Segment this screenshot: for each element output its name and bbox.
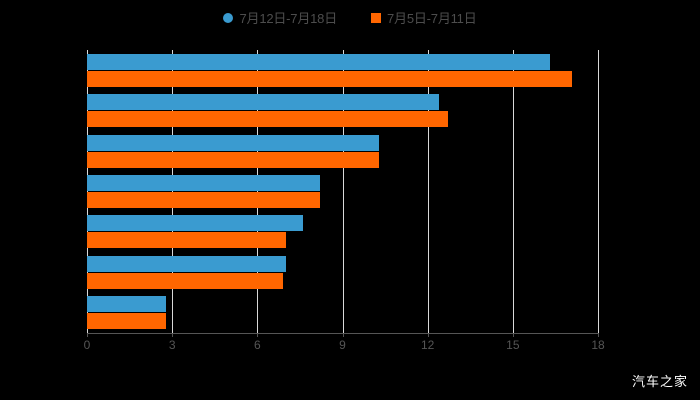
x-tick-mark-6	[257, 333, 259, 337]
legend-item-series-0[interactable]: 7月12日-7月18日	[223, 8, 337, 27]
gridline-3	[172, 50, 174, 333]
bar[interactable]	[87, 255, 286, 272]
gridline-12	[427, 50, 429, 333]
x-tick-mark-0	[87, 333, 88, 337]
bar[interactable]	[87, 134, 380, 151]
x-tick-label-0: 0	[83, 338, 91, 352]
bar[interactable]	[87, 192, 320, 208]
legend-item-series-1[interactable]: 7月5日-7月11日	[371, 8, 477, 27]
bar[interactable]	[87, 70, 573, 87]
bar[interactable]	[87, 272, 283, 289]
bar[interactable]	[87, 215, 303, 232]
bar-group: 法国	[87, 175, 598, 208]
x-tick-label-9: 9	[339, 338, 346, 352]
gridline-15	[512, 50, 514, 333]
x-tick-mark-18	[598, 333, 599, 337]
bar[interactable]	[87, 232, 286, 249]
x-tick-label-18: 18	[591, 338, 605, 352]
bar[interactable]	[87, 175, 320, 191]
gridline-18	[598, 50, 599, 333]
bar-group: 日本	[87, 215, 598, 249]
x-tick-mark-12	[427, 333, 429, 337]
x-tick-label-3: 3	[168, 338, 176, 352]
watermark-label: 汽车之家	[631, 374, 688, 389]
bar[interactable]	[87, 151, 380, 168]
bar[interactable]	[87, 313, 167, 330]
bar-group: 韩国	[87, 296, 598, 330]
x-tick-mark-15	[512, 333, 514, 337]
x-tick-mark-3	[172, 333, 174, 337]
x-tick-mark-9	[342, 333, 344, 337]
square-marker-icon	[371, 12, 381, 23]
bar-group: 德国	[87, 94, 598, 128]
chart-legend: 7月12日-7月18日 7月5日-7月11日	[0, 8, 700, 27]
gridline-9	[342, 50, 344, 333]
circle-marker-icon	[223, 12, 234, 23]
bar[interactable]	[87, 296, 167, 313]
x-tick-label-12: 12	[420, 338, 435, 352]
bar[interactable]	[87, 111, 448, 128]
legend-label-series-0: 7月12日-7月18日	[239, 11, 337, 26]
plot-area: 美国德国其他法国日本中国韩国	[87, 50, 599, 333]
bar[interactable]	[87, 53, 550, 70]
bar-group: 美国	[87, 53, 598, 87]
gridline-6	[257, 50, 259, 333]
x-tick-label-6: 6	[253, 338, 261, 352]
bar[interactable]	[87, 94, 440, 111]
bar-group: 其他	[87, 134, 598, 168]
legend-label-series-1: 7月5日-7月11日	[387, 11, 477, 26]
x-tick-label-15: 15	[506, 338, 520, 352]
gridline-0	[87, 50, 88, 333]
bar-group: 中国	[87, 255, 598, 289]
